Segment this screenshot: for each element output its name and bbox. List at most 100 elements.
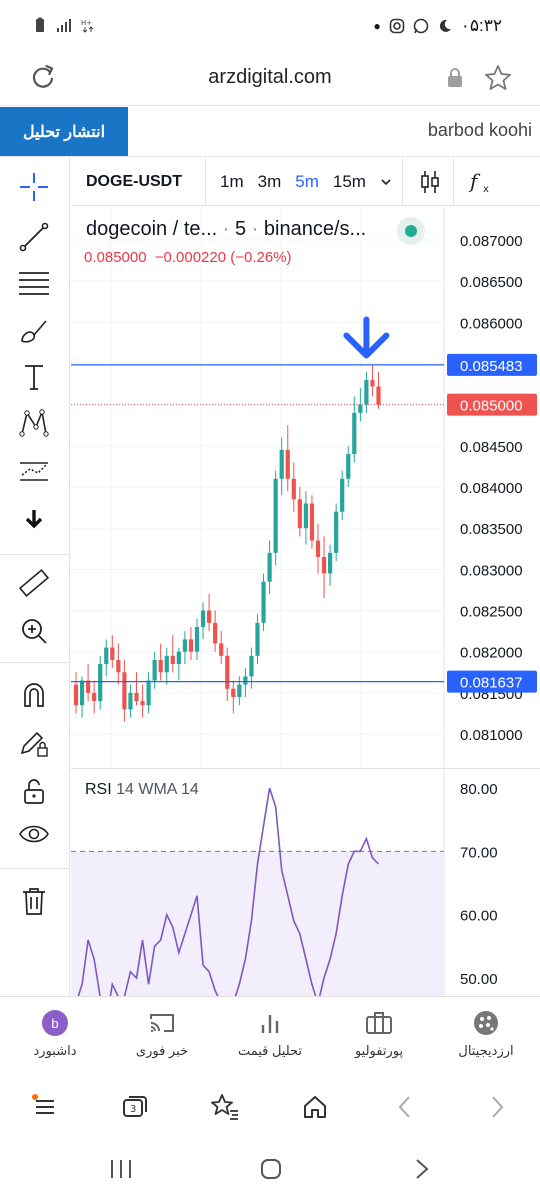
zoom-tool[interactable] xyxy=(15,614,53,648)
home-nav-icon[interactable] xyxy=(259,1157,283,1181)
legend-price: 0.085000 xyxy=(84,249,147,266)
candles-icon[interactable] xyxy=(419,169,441,195)
candle xyxy=(140,701,145,706)
candle xyxy=(213,622,218,644)
price-chart[interactable]: 0.0870000.0865000.0860000.0855000.085000… xyxy=(71,207,540,767)
candle xyxy=(334,511,339,553)
arrow-down-marker-icon xyxy=(343,316,390,359)
delete-tool[interactable] xyxy=(15,884,53,918)
avatar: b xyxy=(42,1010,68,1036)
bookmarks-button[interactable] xyxy=(210,1092,240,1122)
visibility-tool[interactable] xyxy=(15,818,53,852)
battery-icon xyxy=(36,17,44,32)
cast-icon xyxy=(150,1014,174,1032)
more-tools[interactable] xyxy=(15,502,53,536)
hline-bottom-price-label-box xyxy=(447,670,537,693)
prediction-tool[interactable] xyxy=(15,454,53,488)
text-tool[interactable] xyxy=(15,360,53,394)
candle xyxy=(200,610,206,627)
forward-button[interactable] xyxy=(482,1092,512,1122)
nav-portfolio[interactable]: پورتفولیو xyxy=(324,1009,434,1059)
timeframe-5m[interactable]: 5m xyxy=(295,171,319,191)
url-text[interactable]: arzdigital.com xyxy=(208,66,332,88)
rsi-tick-label: 50.00 xyxy=(460,971,498,988)
nav-price-analysis[interactable]: تحلیل قیمت xyxy=(215,1009,325,1059)
price-tick-label: 0.084000 xyxy=(460,480,523,497)
instagram-icon xyxy=(389,18,405,34)
tabs-button[interactable]: 3 xyxy=(120,1092,150,1122)
rsi-tick-label: 70.00 xyxy=(460,844,498,861)
candle xyxy=(364,379,369,405)
candle xyxy=(346,454,351,479)
candle xyxy=(219,643,224,656)
rsi-canvas[interactable]: 80.00 70.00 60.00 50.00 xyxy=(71,769,540,996)
menu-button[interactable] xyxy=(30,1092,60,1122)
timeframe-1m[interactable]: 1m xyxy=(220,171,244,191)
back-nav-icon[interactable] xyxy=(412,1157,432,1181)
timeframe-15m[interactable]: 15m xyxy=(332,171,366,191)
clock: ۰۵:۳۲ xyxy=(460,16,502,35)
candle xyxy=(79,680,85,706)
candle xyxy=(194,627,200,652)
brush-tool[interactable] xyxy=(15,314,53,348)
candle xyxy=(267,552,272,582)
candle xyxy=(261,581,266,623)
market-status-icon[interactable] xyxy=(397,217,425,245)
candle xyxy=(255,622,260,656)
candle xyxy=(92,692,97,702)
chart-legend-title: dogecoin / te... · 5 · binance/s... xyxy=(86,218,367,240)
candle xyxy=(309,503,315,541)
lock-drawing-tool[interactable] xyxy=(15,726,53,760)
home-icon xyxy=(304,1096,326,1118)
username: barbod koohi xyxy=(427,120,532,140)
back-button[interactable] xyxy=(390,1092,420,1122)
chevron-right-icon xyxy=(492,1096,504,1118)
timeframe-3m[interactable]: 3m xyxy=(257,171,282,191)
arrow-down-icon xyxy=(25,510,43,529)
crosshair-tool[interactable] xyxy=(15,170,53,204)
pattern-tool[interactable] xyxy=(15,406,53,440)
publish-analysis-button[interactable]: انتشار تحلیل xyxy=(0,107,128,156)
nav-label: پورتفولیو xyxy=(354,1043,404,1058)
star-list-icon xyxy=(211,1094,238,1120)
home-button[interactable] xyxy=(300,1092,330,1122)
briefcase-icon xyxy=(366,1012,392,1034)
browser-address-bar: arzdigital.com xyxy=(0,54,540,106)
legend-symbol: dogecoin / te... xyxy=(86,218,218,240)
rsi-legend: RSI 14 WMA 14 xyxy=(85,781,199,799)
bar-chart-icon xyxy=(261,1015,279,1033)
recent-apps-icon[interactable] xyxy=(108,1158,134,1180)
bookmark-star-icon[interactable] xyxy=(484,64,512,92)
lock-icon[interactable] xyxy=(446,68,464,88)
trash-icon xyxy=(23,888,45,915)
symbol-selector[interactable]: DOGE-USDT xyxy=(86,172,182,190)
reload-icon[interactable] xyxy=(30,64,56,90)
price-tick-label: 0.083000 xyxy=(460,562,523,579)
hline-top-price-label: 0.085483 xyxy=(460,358,523,375)
trendline-tool[interactable] xyxy=(15,220,53,254)
nav-dashboard[interactable]: b داشبورد xyxy=(0,1009,110,1059)
rsi-label: RSI xyxy=(85,781,112,798)
nav-breaking-news[interactable]: خبر فوری xyxy=(107,1009,217,1059)
fib-tool[interactable] xyxy=(15,266,53,300)
price-chart-canvas[interactable]: 0.0870000.0865000.0860000.0855000.085000… xyxy=(71,207,540,767)
candle xyxy=(182,639,187,652)
rsi-pane[interactable]: 80.00 70.00 60.00 50.00 RSI 14 WMA 14 xyxy=(71,768,540,996)
price-tick-label: 0.083500 xyxy=(460,521,523,538)
pencil-lock-icon xyxy=(20,731,48,757)
nav-arzdigital[interactable]: ارزدیجیتال xyxy=(431,1009,540,1059)
whatsapp-icon xyxy=(413,18,429,34)
magnet-tool[interactable] xyxy=(15,678,53,712)
tabs-icon: 3 xyxy=(123,1096,147,1117)
legend-interval: 5 xyxy=(234,218,247,240)
publish-row: انتشار تحلیل barbod koohi xyxy=(0,107,540,157)
measure-tool[interactable] xyxy=(15,566,53,600)
unlock-tool[interactable] xyxy=(15,774,53,808)
hline-top-price-label-box xyxy=(447,353,537,376)
candle xyxy=(73,684,79,706)
chevron-down-icon[interactable] xyxy=(380,176,392,188)
candle xyxy=(122,672,127,710)
candle xyxy=(104,647,109,665)
candle xyxy=(128,692,133,710)
